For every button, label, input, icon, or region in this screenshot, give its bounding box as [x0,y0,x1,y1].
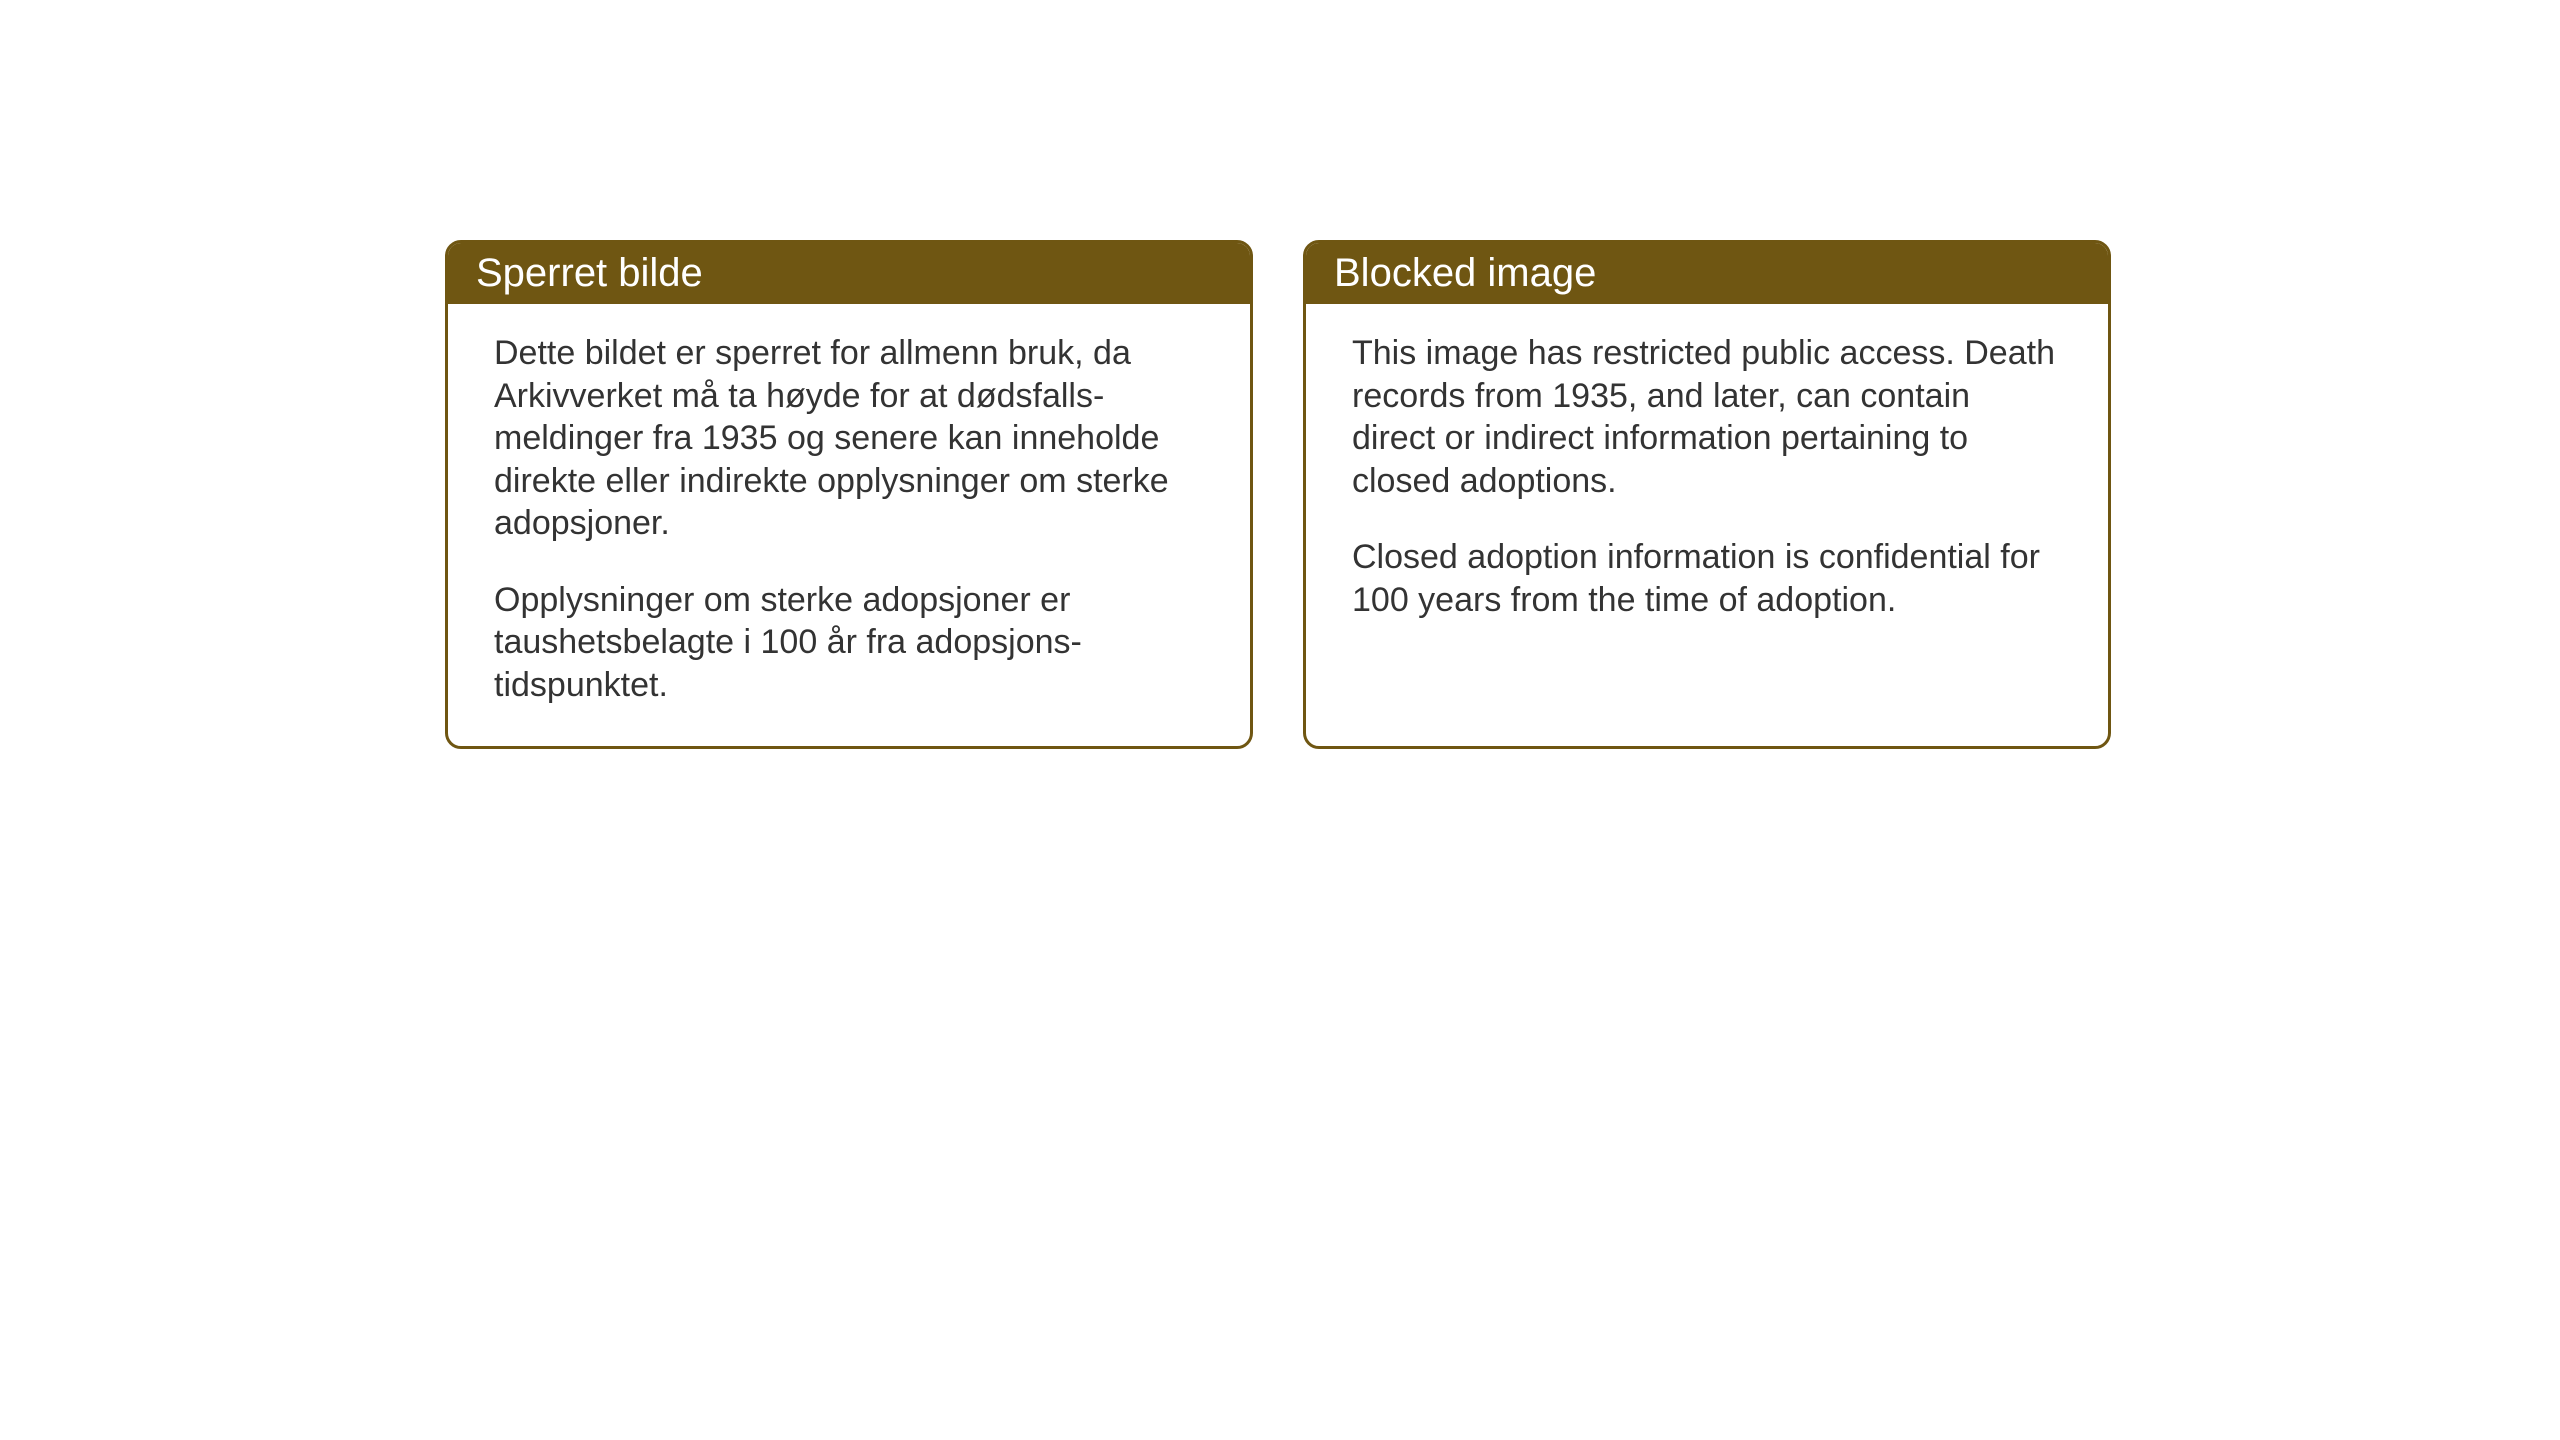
notice-body-norwegian: Dette bildet er sperret for allmenn bruk… [448,304,1250,746]
notice-paragraph: This image has restricted public access.… [1352,332,2062,502]
notice-card-norwegian: Sperret bilde Dette bildet er sperret fo… [445,240,1253,749]
notice-header-norwegian: Sperret bilde [448,243,1250,304]
notice-paragraph: Opplysninger om sterke adopsjoner er tau… [494,579,1204,707]
notice-card-english: Blocked image This image has restricted … [1303,240,2111,749]
notice-body-english: This image has restricted public access.… [1306,304,2108,734]
notice-paragraph: Dette bildet er sperret for allmenn bruk… [494,332,1204,545]
notice-header-english: Blocked image [1306,243,2108,304]
notice-container: Sperret bilde Dette bildet er sperret fo… [445,240,2111,749]
notice-paragraph: Closed adoption information is confident… [1352,536,2062,621]
